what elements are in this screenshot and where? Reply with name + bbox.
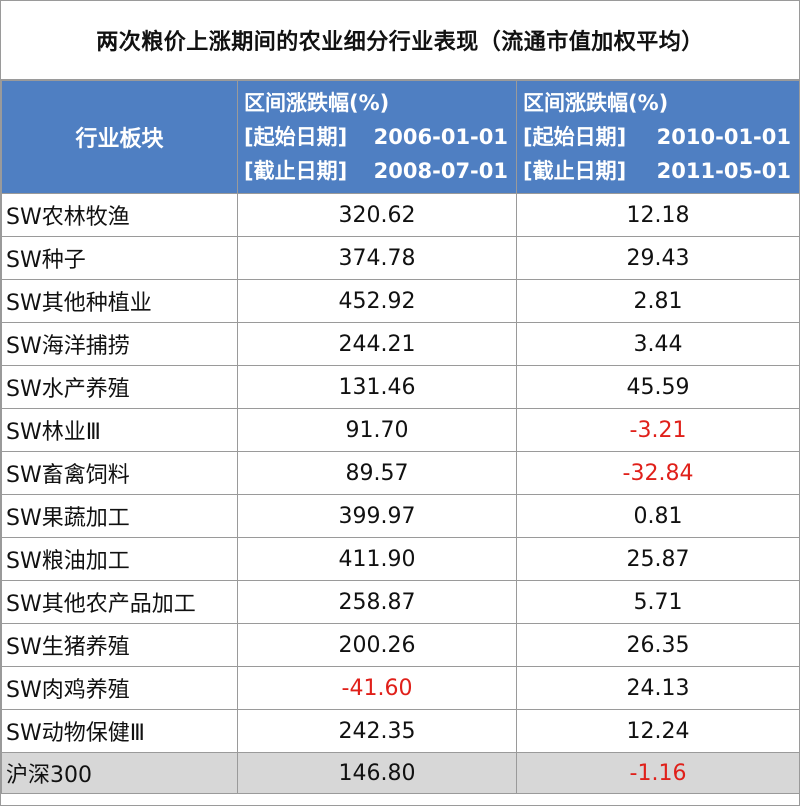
sector-name: SW林业Ⅲ	[1, 408, 238, 452]
sector-name: SW动物保健Ⅲ	[1, 709, 238, 753]
start-date-value: 2006-01-01	[373, 125, 508, 149]
change-period-1: 131.46	[237, 365, 517, 409]
change-period-2: 45.59	[516, 365, 800, 409]
change-period-2: -3.21	[516, 408, 800, 452]
change-period-2: 12.18	[516, 193, 800, 237]
change-period-1: 244.21	[237, 322, 517, 366]
header-period-2: 区间涨跌幅(%) [起始日期] 2010-01-01 [截止日期] 2011-0…	[516, 80, 800, 194]
table-row: SW粮油加工 411.90 25.87	[1, 537, 800, 581]
change-period-1: 374.78	[237, 236, 517, 280]
change-period-2: 24.13	[516, 666, 800, 710]
change-period-2: 0.81	[516, 494, 800, 538]
sector-name: SW其他种植业	[1, 279, 238, 323]
header-period-1-start: [起始日期] 2006-01-01	[244, 120, 516, 154]
change-period-2: 29.43	[516, 236, 800, 280]
sector-name: SW种子	[1, 236, 238, 280]
table-row: SW果蔬加工 399.97 0.81	[1, 494, 800, 538]
header-sector: 行业板块	[1, 80, 238, 194]
start-date-label: [起始日期]	[244, 125, 348, 149]
table-row: SW水产养殖 131.46 45.59	[1, 365, 800, 409]
table-body: SW农林牧渔 320.62 12.18 SW种子 374.78 29.43 SW其他种植业 4…	[1, 193, 800, 794]
change-period-1: 89.57	[237, 451, 517, 495]
sector-name: SW畜禽饲料	[1, 451, 238, 495]
data-table: 行业板块 区间涨跌幅(%) [起始日期] 2006-01-01 [截止日期] 2…	[1, 80, 800, 794]
sector-name: SW农林牧渔	[1, 193, 238, 237]
header-row: 行业板块 区间涨跌幅(%) [起始日期] 2006-01-01 [截止日期] 2…	[1, 80, 800, 194]
header-period-1-end: [截止日期] 2008-07-01	[244, 154, 516, 188]
change-period-1: 399.97	[237, 494, 517, 538]
change-period-1: 452.92	[237, 279, 517, 323]
header-period-2-end: [截止日期] 2011-05-01	[523, 154, 799, 188]
header-period-1-label: 区间涨跌幅(%)	[244, 91, 390, 115]
change-period-2: -1.16	[516, 752, 800, 794]
start-date-label: [起始日期]	[523, 125, 627, 149]
change-period-1: -41.60	[237, 666, 517, 710]
change-period-1: 91.70	[237, 408, 517, 452]
table-row: SW农林牧渔 320.62 12.18	[1, 193, 800, 237]
table-row: SW其他种植业 452.92 2.81	[1, 279, 800, 323]
start-date-value: 2010-01-01	[656, 125, 791, 149]
table-row: SW动物保健Ⅲ 242.35 12.24	[1, 709, 800, 753]
sector-name: 沪深300	[1, 752, 238, 794]
change-period-2: 2.81	[516, 279, 800, 323]
header-period-1: 区间涨跌幅(%) [起始日期] 2006-01-01 [截止日期] 2008-0…	[237, 80, 517, 194]
change-period-2: 3.44	[516, 322, 800, 366]
sector-name: SW海洋捕捞	[1, 322, 238, 366]
summary-row: 沪深300 146.80 -1.16	[1, 752, 800, 794]
change-period-1: 242.35	[237, 709, 517, 753]
change-period-1: 146.80	[237, 752, 517, 794]
change-period-2: 5.71	[516, 580, 800, 624]
change-period-2: 26.35	[516, 623, 800, 667]
table-row: SW生猪养殖 200.26 26.35	[1, 623, 800, 667]
table-row: SW种子 374.78 29.43	[1, 236, 800, 280]
change-period-2: -32.84	[516, 451, 800, 495]
table-title: 两次粮价上涨期间的农业细分行业表现（流通市值加权平均）	[1, 1, 799, 80]
table-row: SW其他农产品加工 258.87 5.71	[1, 580, 800, 624]
table-row: SW畜禽饲料 89.57 -32.84	[1, 451, 800, 495]
end-date-value: 2011-05-01	[656, 159, 791, 183]
change-period-2: 12.24	[516, 709, 800, 753]
change-period-1: 411.90	[237, 537, 517, 581]
table-row: SW海洋捕捞 244.21 3.44	[1, 322, 800, 366]
sector-name: SW其他农产品加工	[1, 580, 238, 624]
change-period-1: 200.26	[237, 623, 517, 667]
change-period-2: 25.87	[516, 537, 800, 581]
sector-name: SW果蔬加工	[1, 494, 238, 538]
change-period-1: 258.87	[237, 580, 517, 624]
end-date-label: [截止日期]	[244, 159, 348, 183]
sector-name: SW生猪养殖	[1, 623, 238, 667]
header-period-2-label: 区间涨跌幅(%)	[523, 91, 669, 115]
table-row: SW肉鸡养殖 -41.60 24.13	[1, 666, 800, 710]
sector-name: SW肉鸡养殖	[1, 666, 238, 710]
end-date-value: 2008-07-01	[373, 159, 508, 183]
change-period-1: 320.62	[237, 193, 517, 237]
header-period-2-start: [起始日期] 2010-01-01	[523, 120, 799, 154]
sector-name: SW水产养殖	[1, 365, 238, 409]
table-row: SW林业Ⅲ 91.70 -3.21	[1, 408, 800, 452]
sector-name: SW粮油加工	[1, 537, 238, 581]
end-date-label: [截止日期]	[523, 159, 627, 183]
